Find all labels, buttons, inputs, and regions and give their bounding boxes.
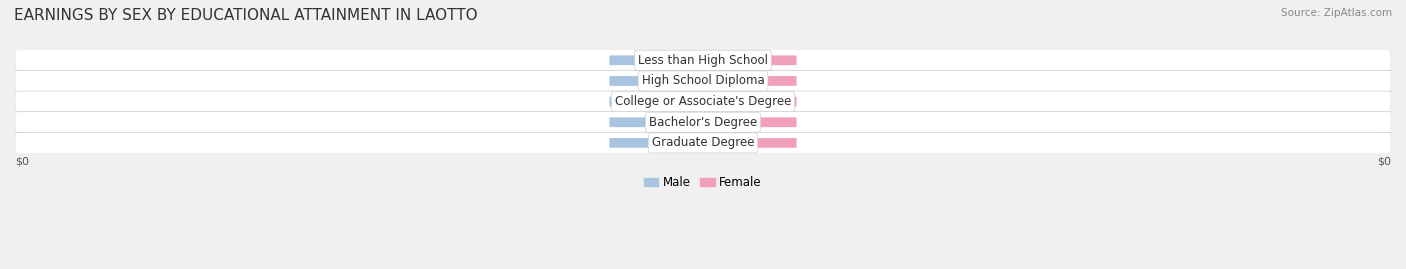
Text: $0: $0	[651, 97, 665, 107]
FancyBboxPatch shape	[700, 97, 797, 107]
Text: $0: $0	[1376, 156, 1391, 166]
Text: $0: $0	[651, 117, 665, 127]
Text: Bachelor's Degree: Bachelor's Degree	[650, 116, 756, 129]
FancyBboxPatch shape	[609, 76, 706, 86]
Text: EARNINGS BY SEX BY EDUCATIONAL ATTAINMENT IN LAOTTO: EARNINGS BY SEX BY EDUCATIONAL ATTAINMEN…	[14, 8, 478, 23]
Text: $0: $0	[741, 97, 755, 107]
Text: $0: $0	[741, 117, 755, 127]
Text: Source: ZipAtlas.com: Source: ZipAtlas.com	[1281, 8, 1392, 18]
Text: College or Associate's Degree: College or Associate's Degree	[614, 95, 792, 108]
FancyBboxPatch shape	[609, 55, 706, 65]
Text: $0: $0	[651, 138, 665, 148]
Text: High School Diploma: High School Diploma	[641, 75, 765, 87]
Text: Graduate Degree: Graduate Degree	[652, 136, 754, 149]
FancyBboxPatch shape	[15, 70, 1391, 91]
FancyBboxPatch shape	[700, 138, 797, 148]
Text: $0: $0	[15, 156, 30, 166]
Text: Less than High School: Less than High School	[638, 54, 768, 67]
Text: $0: $0	[651, 76, 665, 86]
FancyBboxPatch shape	[15, 132, 1391, 154]
FancyBboxPatch shape	[609, 138, 706, 148]
FancyBboxPatch shape	[700, 76, 797, 86]
FancyBboxPatch shape	[609, 117, 706, 127]
Text: $0: $0	[651, 55, 665, 65]
FancyBboxPatch shape	[700, 55, 797, 65]
FancyBboxPatch shape	[609, 97, 706, 107]
Text: $0: $0	[741, 138, 755, 148]
FancyBboxPatch shape	[15, 91, 1391, 112]
FancyBboxPatch shape	[15, 50, 1391, 71]
Text: $0: $0	[741, 76, 755, 86]
FancyBboxPatch shape	[15, 112, 1391, 133]
FancyBboxPatch shape	[700, 117, 797, 127]
Text: $0: $0	[741, 55, 755, 65]
Legend: Male, Female: Male, Female	[640, 171, 766, 194]
